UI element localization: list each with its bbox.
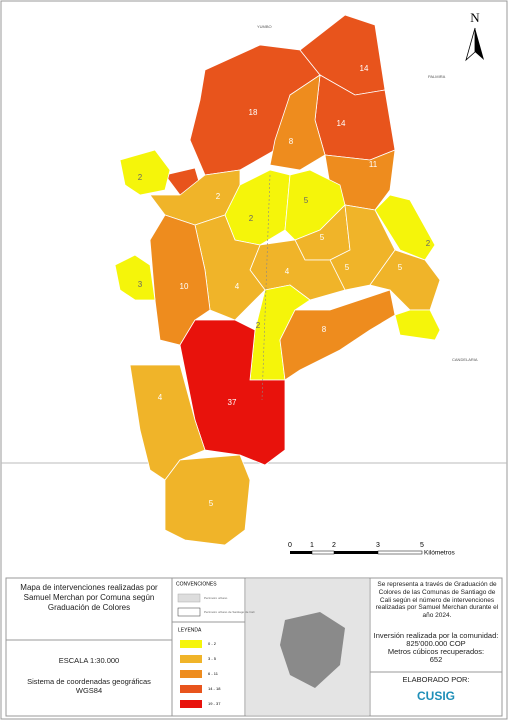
comuna-label: 18 <box>249 108 258 117</box>
comuna-label: 2 <box>249 214 254 223</box>
comuna-label: 8 <box>322 325 327 334</box>
info-panel: Mapa de intervenciones realizadas por Sa… <box>5 577 503 717</box>
scale-tick: 2 <box>332 542 336 549</box>
convention-item: Perímetro urbano <box>204 596 228 600</box>
place-label: PALMIRA <box>428 74 446 79</box>
description: Se representa a través de Graduación de … <box>375 581 499 620</box>
volume-value: 652 <box>430 655 443 664</box>
comuna-label: 37 <box>228 398 237 407</box>
legend-label: 3 - 5 <box>208 656 217 661</box>
comuna-label: 2 <box>216 192 221 201</box>
comuna-label: 3 <box>138 280 143 289</box>
comuna-label: 5 <box>320 233 325 242</box>
scale-bar: 0 1 2 3 5 Kilómetros <box>288 542 455 557</box>
river <box>261 174 271 401</box>
north-label: N <box>470 10 480 25</box>
north-arrow: N <box>465 10 484 62</box>
legend-label: 0 - 2 <box>208 641 217 646</box>
conventions-title: CONVENCIONES <box>176 581 217 587</box>
scale-unit: Kilómetros <box>424 550 455 557</box>
scale-tick: 3 <box>376 542 380 549</box>
comuna-label: 5 <box>398 263 403 272</box>
comuna-label: 5 <box>345 263 350 272</box>
logo: CUSIG <box>417 689 455 703</box>
comuna-label: 11 <box>369 160 378 169</box>
scale-tick: 5 <box>420 542 424 549</box>
legend: 0 - 2 3 - 5 6 - 11 14 - 18 19 - 37 <box>180 640 221 708</box>
scale-tick: 0 <box>288 542 292 549</box>
panel-crs: Sistema de coordenadas geográficas WGS84 <box>27 677 151 696</box>
legend-swatch <box>180 640 202 648</box>
comuna-label: 2 <box>138 173 143 182</box>
panel-scale: ESCALA 1:30.000 <box>59 656 119 665</box>
legend-title: LEYENDA <box>178 627 202 633</box>
investment-value: 825'000.000 COP <box>406 639 465 648</box>
comuna-labels: 18 14 14 8 11 2 2 2 5 2 5 5 5 4 4 10 3 2… <box>138 64 431 508</box>
comuna-label: 2 <box>256 321 261 330</box>
credit: ELABORADO POR: <box>402 675 469 684</box>
comuna-label: 5 <box>304 196 309 205</box>
legend-swatch <box>180 700 202 708</box>
comuna-label: 14 <box>337 119 346 128</box>
comuna-label: 4 <box>285 267 290 276</box>
legend-swatch <box>180 655 202 663</box>
comuna-label: 8 <box>289 137 294 146</box>
investment-label: Inversión realizada por la comunidad: <box>374 631 499 640</box>
volume-label: Metros cúbicos recuperados: <box>388 647 484 656</box>
scale-tick: 1 <box>310 542 314 549</box>
comuna-label: 4 <box>235 282 240 291</box>
legend-label: 6 - 11 <box>208 671 219 676</box>
legend-label: 14 - 18 <box>208 686 221 691</box>
legend-swatch <box>180 685 202 693</box>
legend-label: 19 - 37 <box>208 701 221 706</box>
place-label: YUMBO <box>257 24 272 29</box>
comuna-label: 2 <box>426 239 431 248</box>
inset-city <box>280 612 345 688</box>
comuna-label: 14 <box>360 64 369 73</box>
comuna-label: 10 <box>180 282 189 291</box>
panel-title: Mapa de intervenciones realizadas por Sa… <box>20 583 158 612</box>
comuna-label: 5 <box>209 499 214 508</box>
convention-item: Perímetro urbano de Santiago de Cali <box>204 610 255 614</box>
comunas <box>114 14 441 546</box>
place-label: CANDELARIA <box>452 357 478 362</box>
legend-swatch <box>180 670 202 678</box>
comuna-label: 4 <box>158 393 163 402</box>
